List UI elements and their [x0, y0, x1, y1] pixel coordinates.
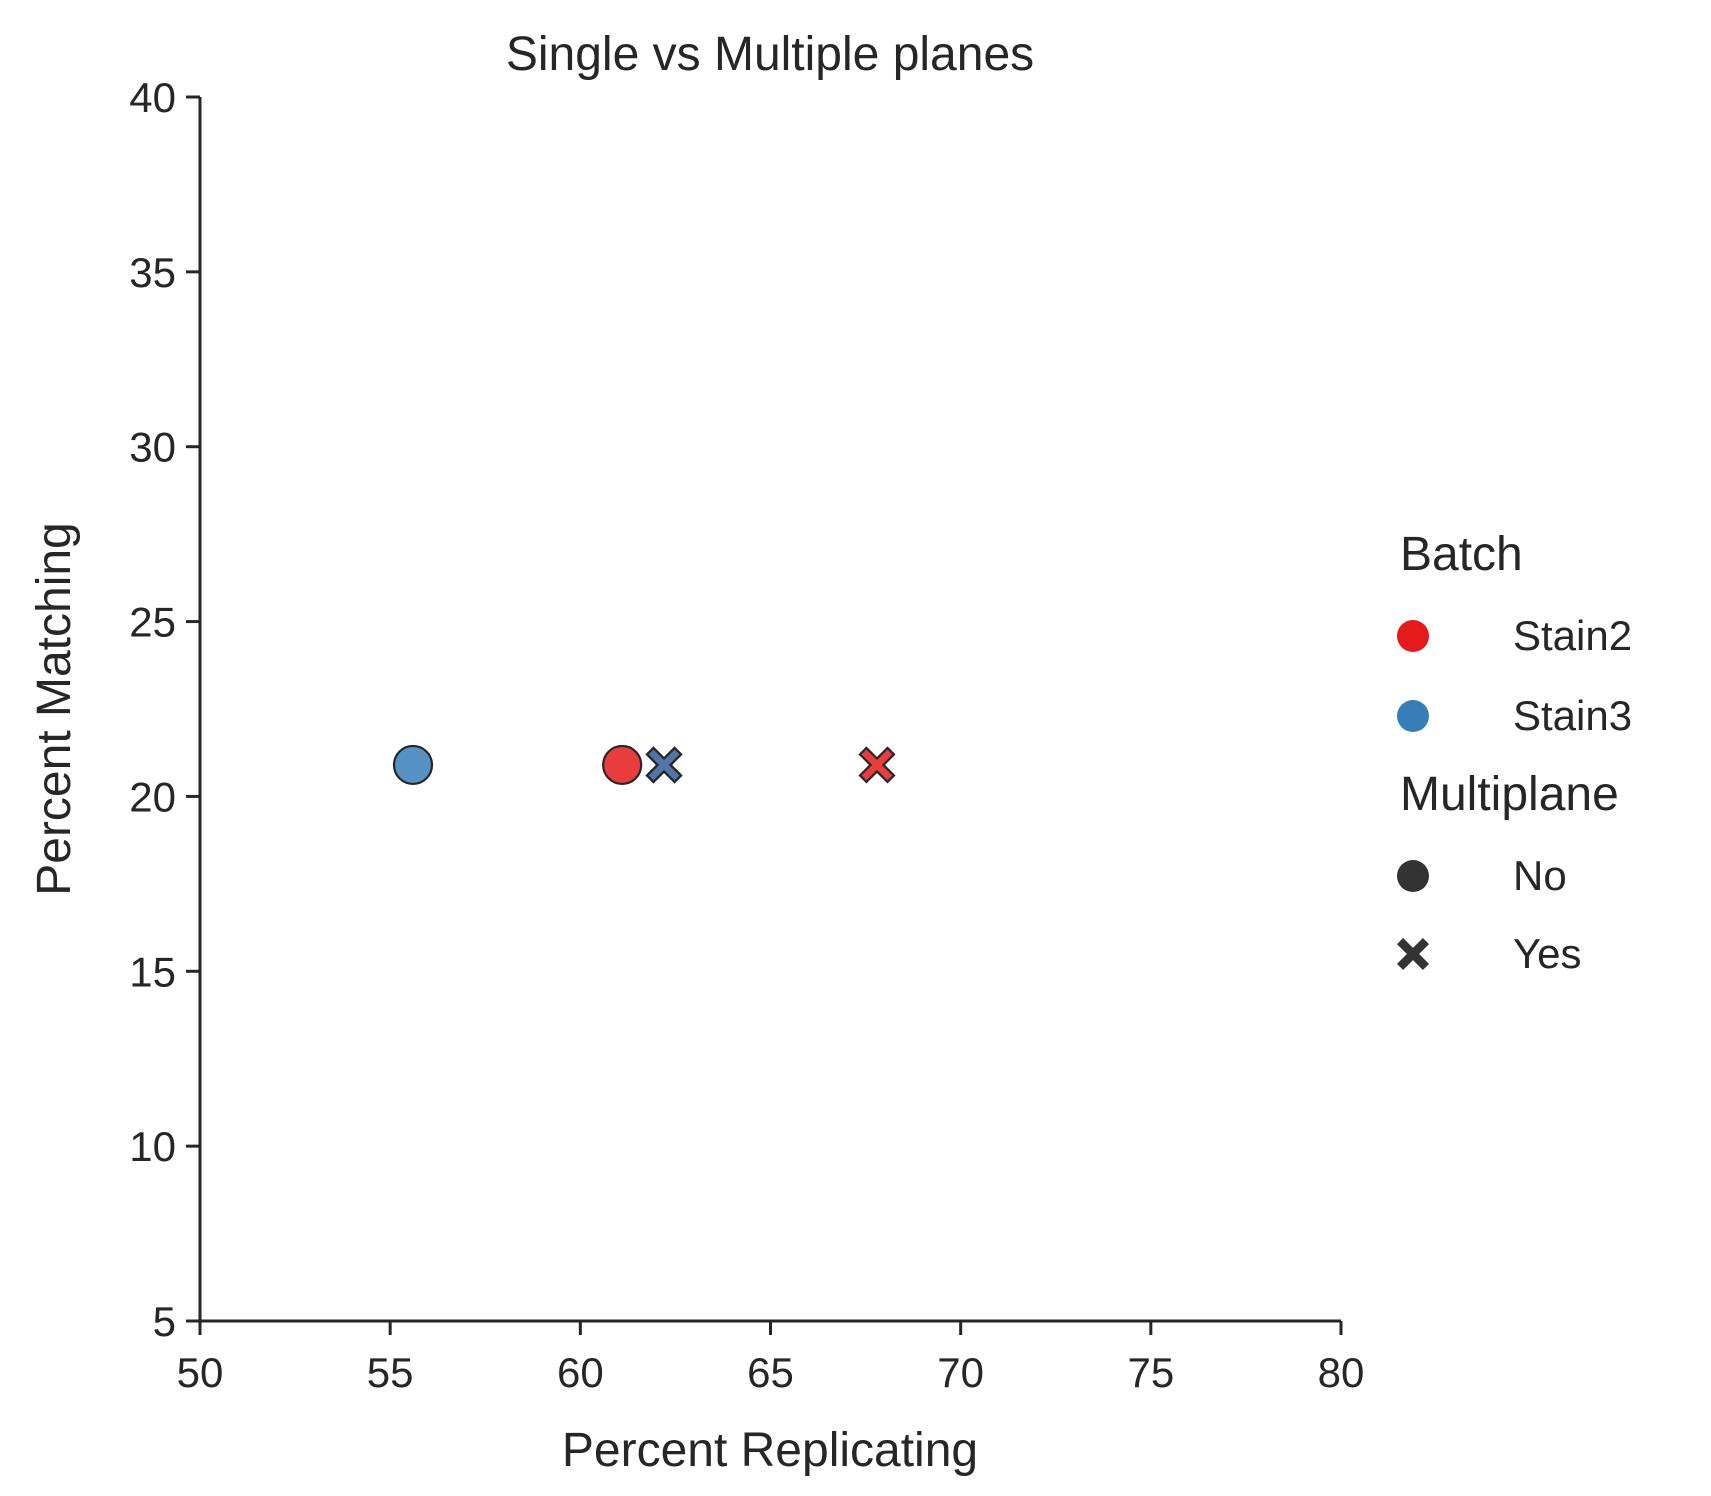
y-tick-label: 10	[129, 1123, 176, 1170]
x-tick-label: 55	[367, 1349, 414, 1396]
axes	[198, 97, 1341, 1323]
legend: Batch Stain2 Stain3 Multiplane No Yes	[1397, 528, 1632, 977]
legend-marker-yes	[1397, 938, 1429, 970]
y-ticks: 5 10 15 20 25 30 35 40	[129, 74, 200, 1345]
legend-title-multiplane: Multiplane	[1400, 768, 1619, 821]
x-tick-label: 75	[1127, 1349, 1174, 1396]
x-tick-label: 65	[747, 1349, 794, 1396]
y-tick-label: 35	[129, 249, 176, 296]
x-ticks: 50 55 60 65 70 75 80	[177, 1321, 1365, 1396]
y-tick-label: 15	[129, 948, 176, 995]
chart-title: Single vs Multiple planes	[506, 28, 1034, 81]
y-tick-label: 25	[129, 599, 176, 646]
x-tick-label: 70	[937, 1349, 984, 1396]
point-stain3-yes	[645, 746, 683, 784]
legend-marker-stain3	[1397, 700, 1429, 732]
x-tick-label: 60	[557, 1349, 604, 1396]
legend-marker-stain2	[1397, 620, 1429, 652]
legend-title-batch: Batch	[1400, 528, 1523, 581]
legend-label-stain2: Stain2	[1513, 612, 1632, 659]
x-tick-label: 50	[177, 1349, 224, 1396]
point-stain2-no	[602, 744, 643, 786]
y-tick-label: 40	[129, 74, 176, 121]
legend-label-no: No	[1513, 852, 1567, 899]
data-points	[392, 744, 896, 786]
y-tick-label: 20	[129, 773, 176, 820]
legend-label-yes: Yes	[1513, 930, 1582, 977]
x-tick-label: 80	[1318, 1349, 1365, 1396]
point-stain3-no	[392, 744, 434, 786]
y-tick-label: 30	[129, 424, 176, 471]
legend-label-stain3: Stain3	[1513, 692, 1632, 739]
y-axis-label: Percent Matching	[28, 522, 81, 896]
legend-marker-no	[1397, 860, 1429, 892]
x-axis-label: Percent Replicating	[562, 1424, 978, 1477]
point-stain2-yes	[858, 746, 896, 784]
y-tick-label: 5	[153, 1298, 176, 1345]
